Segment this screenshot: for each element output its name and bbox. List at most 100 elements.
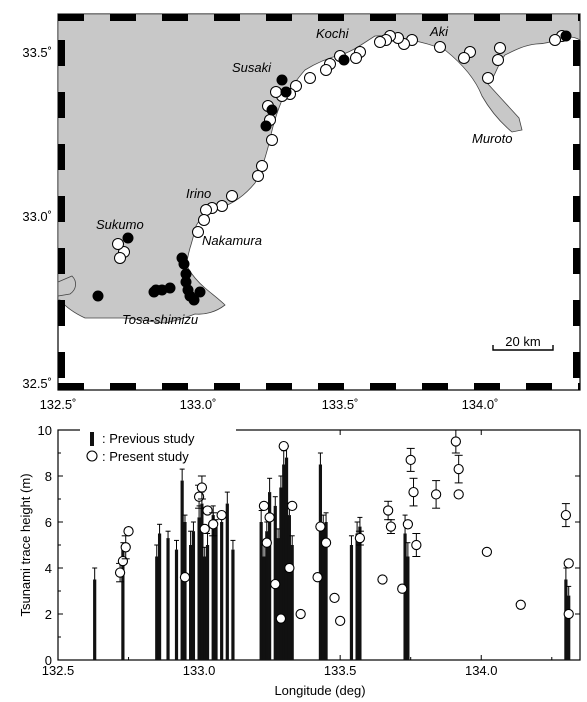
- legend-circle-marker: [86, 450, 98, 462]
- frame-tick-right: [573, 248, 580, 274]
- y-tick-label: 10: [38, 423, 52, 438]
- site-present-study: [350, 52, 362, 64]
- lat-label: 33.5˚: [22, 45, 52, 60]
- frame-tick-bottom: [110, 383, 136, 390]
- site-previous-study: [178, 258, 190, 270]
- previous-study-bar: [121, 549, 125, 660]
- site-previous-study: [260, 120, 272, 132]
- present-study-point: [382, 505, 394, 516]
- present-study-point: [179, 572, 191, 583]
- lon-label: 133.0˚: [180, 397, 217, 412]
- frame-tick-top: [370, 14, 396, 21]
- present-study-point: [377, 574, 388, 585]
- y-tick-label: 0: [45, 653, 52, 668]
- previous-study-bar: [211, 515, 215, 660]
- frame-tick-bottom: [318, 383, 344, 390]
- present-study-point: [402, 519, 414, 530]
- frame-tick-top: [162, 14, 188, 21]
- lon-label: 134.0˚: [462, 397, 499, 412]
- previous-study-bar: [287, 515, 291, 660]
- frame-tick-bottom: [162, 383, 188, 390]
- site-present-study: [458, 52, 470, 64]
- previous-study-bar: [220, 522, 224, 660]
- site-present-study: [482, 72, 494, 84]
- y-tick-label: 4: [45, 561, 52, 576]
- previous-study-bar: [564, 579, 568, 660]
- island-left: [57, 275, 76, 297]
- previous-study-bar: [189, 545, 193, 660]
- previous-study-bar: [155, 556, 159, 660]
- frame-tick-left: [58, 92, 65, 118]
- site-previous-study: [338, 54, 350, 66]
- legend-label-previous: : Previous study: [102, 431, 195, 446]
- place-label-aki: Aki: [429, 24, 449, 39]
- x-tick-label: 133.0: [183, 663, 216, 678]
- present-study-point: [202, 505, 213, 516]
- previous-study-bar: [93, 579, 97, 660]
- present-study-point: [411, 539, 422, 551]
- site-previous-study: [266, 104, 278, 116]
- present-study-point: [385, 521, 397, 532]
- previous-study-bar: [205, 545, 210, 660]
- site-present-study: [549, 34, 561, 46]
- present-study-point: [275, 613, 287, 624]
- present-study-point: [430, 489, 442, 500]
- present-study-point: [408, 486, 419, 498]
- y-tick-label: 6: [45, 515, 52, 530]
- previous-study-bar: [157, 533, 162, 660]
- x-axis-label: Longitude (deg): [274, 683, 365, 698]
- present-study-point: [258, 500, 270, 512]
- present-study-point: [114, 567, 126, 578]
- frame-tick-bottom: [526, 383, 552, 390]
- present-study-point: [295, 608, 306, 620]
- map-lon-labels: 132.5˚ 133.0˚ 133.5˚ 134.0˚: [40, 397, 499, 412]
- frame-tick-top: [110, 14, 136, 21]
- place-label-muroto: Muroto: [472, 131, 512, 146]
- present-study-point: [481, 546, 493, 558]
- present-study-point: [284, 562, 295, 574]
- previous-study-bar: [358, 526, 362, 660]
- previous-study-bar: [282, 464, 286, 660]
- previous-study-bar: [203, 556, 207, 660]
- place-label-irino: Irino: [186, 186, 211, 201]
- y-tick-label: 8: [45, 469, 52, 484]
- map-panel: 33.5˚ 33.0˚ 32.5˚ 132.5˚ 133.0˚ 133.5˚ 1…: [22, 13, 581, 412]
- site-present-study: [114, 252, 126, 264]
- present-study-point: [312, 572, 323, 583]
- present-study-point: [560, 509, 572, 521]
- previous-study-bar: [225, 503, 229, 660]
- place-labels: Kochi Aki Susaki Muroto Irino Sukumo Nak…: [96, 24, 512, 327]
- site-previous-study: [188, 294, 200, 306]
- place-label-tosa-shimizu: Tosa-shimizu: [122, 312, 198, 327]
- present-study-point: [563, 558, 574, 569]
- site-present-study: [270, 86, 282, 98]
- previous-study-bar: [214, 526, 218, 660]
- frame-tick-bottom: [578, 383, 580, 390]
- site-previous-study: [92, 290, 104, 302]
- frame-tick-top: [318, 14, 344, 21]
- previous-study-bar: [265, 531, 269, 660]
- place-label-nakamura: Nakamura: [202, 233, 262, 248]
- present-study-point: [199, 523, 210, 535]
- frame-tick-left: [58, 248, 65, 274]
- x-tick-label: 132.5: [42, 663, 75, 678]
- frame-tick-bottom: [58, 383, 84, 390]
- site-previous-study: [280, 86, 292, 98]
- frame-tick-top: [266, 14, 292, 21]
- lon-label: 132.5˚: [40, 397, 77, 412]
- previous-study-bar: [324, 522, 328, 660]
- frame-tick-left: [58, 300, 65, 326]
- present-study-point: [450, 436, 461, 447]
- place-label-kochi: Kochi: [316, 26, 350, 41]
- previous-study-series: [92, 445, 572, 660]
- place-label-susaki: Susaki: [232, 60, 272, 75]
- present-study-point: [453, 463, 464, 475]
- previous-study-bar: [276, 538, 280, 660]
- previous-study-bar: [318, 464, 323, 660]
- map-land: [57, 13, 581, 324]
- frame-tick-top: [422, 14, 448, 21]
- site-previous-study: [560, 30, 572, 42]
- present-study-point: [270, 578, 281, 590]
- frame-tick-left: [58, 40, 65, 66]
- lon-label: 133.5˚: [322, 397, 359, 412]
